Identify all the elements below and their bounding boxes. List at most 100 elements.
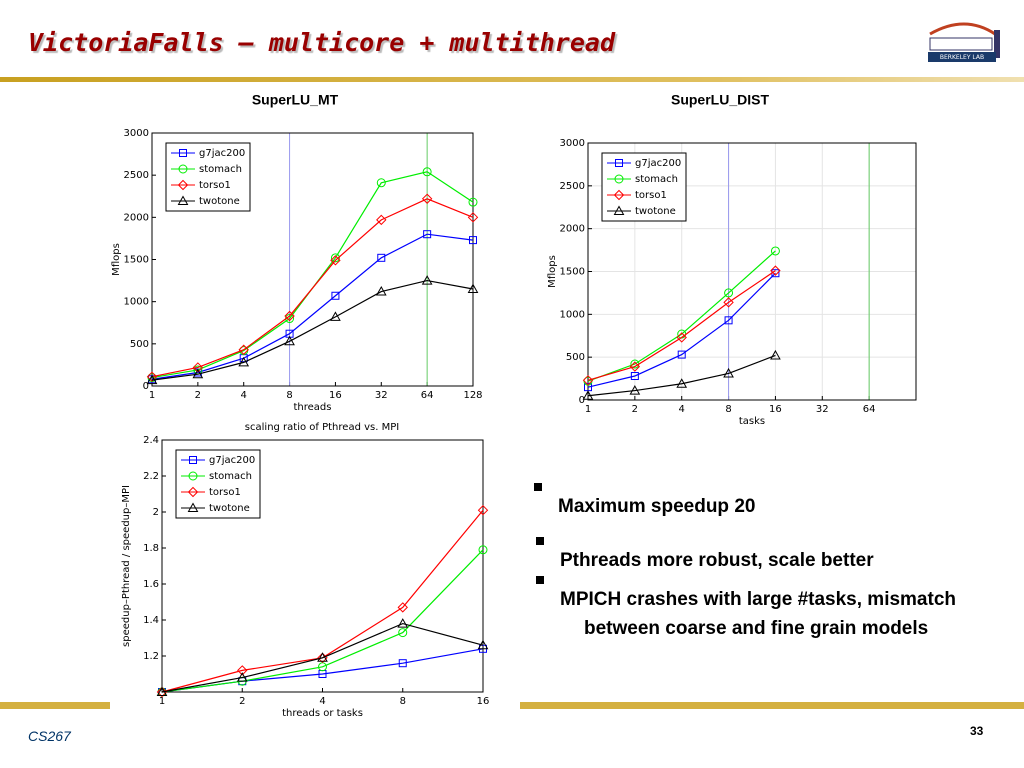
marker bbox=[582, 390, 594, 400]
legend-label: twotone bbox=[199, 196, 240, 207]
series-line bbox=[587, 272, 776, 388]
marker bbox=[331, 291, 340, 300]
legend-label: stomach bbox=[635, 174, 678, 185]
marker bbox=[477, 504, 489, 516]
marker bbox=[770, 246, 780, 256]
x-tick-label: 32 bbox=[816, 404, 829, 415]
x-tick-label: 4 bbox=[319, 696, 325, 707]
y-axis-label: Mflops bbox=[547, 255, 558, 288]
marker bbox=[317, 652, 328, 662]
marker bbox=[770, 349, 781, 360]
marker bbox=[238, 344, 249, 355]
plot-area bbox=[161, 439, 484, 693]
plot-area bbox=[151, 132, 474, 387]
series-line bbox=[161, 622, 484, 693]
y-tick-label: 2 bbox=[153, 507, 159, 518]
page-number: 33 bbox=[970, 724, 984, 738]
x-tick-label: 8 bbox=[725, 404, 731, 415]
series-line bbox=[151, 233, 474, 380]
marker bbox=[677, 350, 686, 359]
y-tick-label: 2.2 bbox=[143, 471, 159, 482]
y-axis-label: speedup–Pthread / speedup–MPI bbox=[121, 485, 132, 647]
y-tick-label: 0 bbox=[579, 395, 585, 406]
series-line bbox=[587, 250, 776, 382]
marker bbox=[467, 283, 479, 294]
marker bbox=[192, 368, 204, 379]
x-tick-label: 8 bbox=[400, 696, 406, 707]
marker bbox=[177, 179, 189, 191]
legend-label: stomach bbox=[199, 164, 242, 175]
marker bbox=[398, 659, 407, 668]
chart-title: scaling ratio of Pthread vs. MPI bbox=[245, 422, 399, 433]
marker bbox=[375, 286, 387, 296]
marker bbox=[187, 502, 199, 512]
y-tick-label: 2.4 bbox=[143, 435, 159, 446]
bullet: Maximum speedup 20 bbox=[533, 483, 755, 521]
bullet: Pthreads more robust, scale better bbox=[536, 537, 874, 575]
y-tick-label: 1.6 bbox=[143, 579, 159, 590]
marker bbox=[723, 297, 734, 308]
x-tick-label: 16 bbox=[769, 404, 782, 415]
marker bbox=[676, 332, 687, 343]
marker bbox=[179, 149, 187, 157]
y-tick-label: 500 bbox=[130, 339, 149, 350]
marker bbox=[187, 486, 199, 498]
marker bbox=[477, 639, 489, 650]
y-tick-label: 2500 bbox=[124, 170, 149, 181]
marker bbox=[613, 189, 625, 201]
legend-label: torso1 bbox=[199, 180, 231, 191]
legend-label: torso1 bbox=[209, 487, 241, 498]
marker bbox=[614, 174, 624, 184]
marker bbox=[156, 686, 168, 696]
marker bbox=[146, 371, 158, 382]
marker bbox=[238, 356, 250, 367]
y-tick-label: 3000 bbox=[560, 138, 585, 149]
marker bbox=[397, 602, 408, 613]
legend-label: twotone bbox=[209, 503, 250, 514]
y-tick-label: 2000 bbox=[124, 212, 149, 223]
slide-title: VictoriaFalls – multicore + multithread bbox=[28, 28, 615, 57]
marker bbox=[330, 253, 340, 263]
y-tick-label: 2500 bbox=[560, 181, 585, 192]
legend-label: g7jac200 bbox=[199, 148, 245, 159]
marker bbox=[770, 265, 781, 276]
x-axis-label: threads or tasks bbox=[282, 708, 363, 719]
marker bbox=[469, 236, 477, 245]
logo: BERKELEY LAB bbox=[928, 22, 1000, 62]
y-tick-label: 1000 bbox=[124, 297, 149, 308]
x-tick-label: 16 bbox=[477, 696, 490, 707]
marker bbox=[582, 375, 594, 386]
header-rule bbox=[0, 77, 1024, 82]
x-tick-label: 2 bbox=[195, 390, 201, 401]
marker bbox=[613, 205, 625, 215]
x-tick-label: 2 bbox=[632, 404, 638, 415]
marker bbox=[178, 164, 188, 174]
logo-text: BERKELEY LAB bbox=[940, 54, 984, 61]
marker bbox=[177, 195, 189, 205]
marker bbox=[284, 310, 295, 322]
y-tick-label: 3000 bbox=[124, 128, 149, 139]
x-tick-label: 128 bbox=[463, 390, 482, 401]
chart-title: SuperLU_MT bbox=[252, 92, 339, 108]
marker bbox=[397, 618, 409, 628]
marker bbox=[330, 255, 341, 266]
legend-label: stomach bbox=[209, 471, 252, 482]
x-tick-label: 1 bbox=[159, 696, 165, 707]
x-axis-label: tasks bbox=[739, 416, 765, 427]
legend-label: torso1 bbox=[635, 190, 667, 201]
legend-label: twotone bbox=[635, 206, 676, 217]
marker bbox=[724, 288, 734, 298]
marker bbox=[723, 367, 734, 378]
marker bbox=[629, 385, 641, 395]
x-tick-label: 4 bbox=[679, 404, 685, 415]
marker bbox=[377, 253, 386, 262]
series-line bbox=[587, 270, 776, 381]
marker bbox=[629, 361, 641, 372]
legend-label: g7jac200 bbox=[209, 455, 255, 466]
marker bbox=[422, 167, 432, 177]
marker bbox=[724, 316, 733, 325]
marker bbox=[676, 378, 688, 388]
x-tick-label: 64 bbox=[863, 404, 876, 415]
